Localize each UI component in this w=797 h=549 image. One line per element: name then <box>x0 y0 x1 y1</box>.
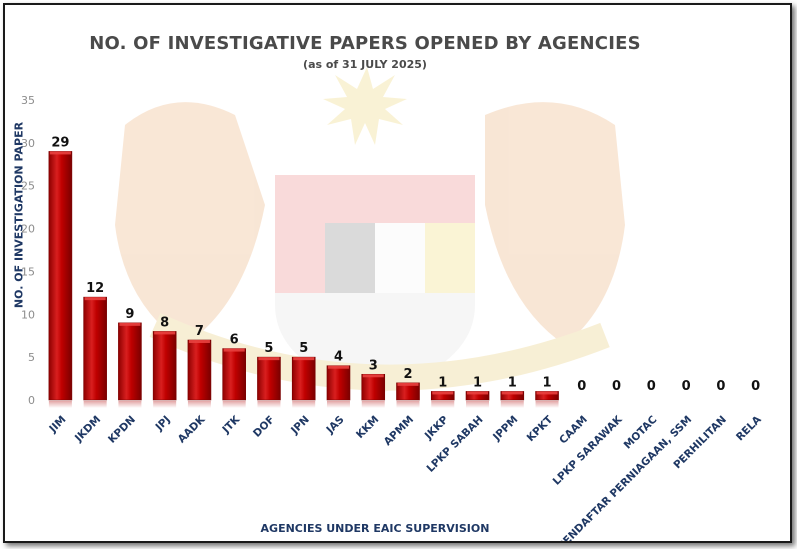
bar-highlight <box>188 340 210 343</box>
bar <box>361 373 386 401</box>
y-tick-label: 5 <box>28 351 35 364</box>
y-tick-label: 30 <box>21 137 35 150</box>
data-label: 8 <box>160 315 169 330</box>
category-label: JIM <box>46 414 68 436</box>
data-label: 0 <box>647 379 656 394</box>
y-axis-title: NO. OF INVESTIGATION PAPER <box>12 121 26 309</box>
bar-highlight <box>258 357 280 361</box>
data-label: 7 <box>195 324 204 339</box>
category-label: DOF <box>251 414 277 440</box>
bar-reflection <box>466 401 490 408</box>
category-label: JKDM <box>72 414 103 445</box>
bar-reflection <box>83 401 107 408</box>
y-tick-label: 0 <box>28 394 35 407</box>
category-label: JPN <box>288 414 312 438</box>
bar <box>152 331 177 401</box>
bar <box>187 339 212 401</box>
data-label: 0 <box>751 379 760 394</box>
chart-title: NO. OF INVESTIGATIVE PAPERS OPENED BY AG… <box>89 33 641 54</box>
data-label: 9 <box>125 307 134 322</box>
data-label: 5 <box>299 341 308 356</box>
bar-reflection <box>500 401 524 408</box>
bar-highlight <box>327 365 349 369</box>
bar-highlight <box>397 382 419 386</box>
bar-reflection <box>153 401 177 408</box>
category-label: JAS <box>324 414 347 437</box>
data-label: 1 <box>438 375 447 390</box>
category-label: JPPM <box>490 414 520 444</box>
category-label: LPKP SARAWAK <box>551 413 626 488</box>
bar <box>222 348 246 401</box>
y-tick-label: 10 <box>21 308 35 321</box>
bar-reflection <box>48 401 72 408</box>
data-label: 0 <box>612 379 621 394</box>
data-label: 0 <box>682 379 691 394</box>
data-label: 2 <box>403 367 412 382</box>
chart-canvas: 29JIM12JKDM9KPDN8JPJ7AADK6JTK5DOF5JPN4JA… <box>21 67 764 541</box>
category-label: KKM <box>354 414 381 441</box>
data-label: 1 <box>543 375 552 390</box>
category-label: KPDN <box>106 414 138 446</box>
y-tick-label: 15 <box>21 265 35 278</box>
category-label: APMM <box>382 414 416 448</box>
category-label: AADK <box>176 413 209 446</box>
y-tick-label: 35 <box>21 94 35 107</box>
y-tick-label: 25 <box>21 180 35 193</box>
bar-highlight <box>536 391 558 395</box>
bar-highlight <box>501 391 523 395</box>
chart-subtitle: (as of 31 JULY 2025) <box>303 58 427 71</box>
y-tick-label: 20 <box>21 223 35 236</box>
bar-reflection <box>257 401 281 408</box>
data-label: 6 <box>230 333 239 348</box>
bar-highlight <box>362 374 384 378</box>
bar-highlight <box>154 331 176 335</box>
category-label: KPKT <box>525 413 556 444</box>
category-label: JPJ <box>153 414 173 434</box>
category-label: JTK <box>220 413 243 436</box>
bar-reflection <box>292 401 316 408</box>
bar <box>257 356 281 401</box>
bar-reflection <box>361 401 385 408</box>
data-label: 0 <box>716 379 725 394</box>
bar-reflection <box>431 401 455 408</box>
data-label: 5 <box>264 341 273 356</box>
bar-reflection <box>222 401 246 408</box>
bar-highlight <box>467 391 489 395</box>
x-axis-title: AGENCIES UNDER EAIC SUPERVISION <box>260 522 490 535</box>
bar-reflection <box>396 401 420 408</box>
bar-highlight <box>223 348 245 352</box>
data-label: 12 <box>86 281 104 296</box>
category-label: JKKP <box>422 413 451 442</box>
category-label: RELA <box>734 413 764 443</box>
chart-frame: 29 JIM 12 JKDM 9 KPDN 8 JPJ 7 AADK 6 JTK 5 DOF 5 JPN 4 JA… <box>3 3 792 543</box>
data-label: 1 <box>473 375 482 390</box>
bar-reflection <box>326 401 350 408</box>
bar-reflection <box>187 401 211 408</box>
bar-highlight <box>293 357 315 361</box>
bar-reflection <box>535 401 559 408</box>
data-label: 3 <box>369 358 378 373</box>
bar-highlight <box>119 322 141 326</box>
bar-highlight <box>49 151 71 155</box>
data-label: 29 <box>51 135 69 150</box>
bar-reflection <box>118 401 142 408</box>
data-label: 1 <box>508 375 517 390</box>
bar-highlight <box>432 391 454 395</box>
bar <box>83 296 107 401</box>
bar <box>48 151 73 401</box>
bar <box>118 322 142 401</box>
category-label: CAAM <box>557 414 590 447</box>
bar-highlight <box>84 297 106 301</box>
data-label: 0 <box>577 379 586 394</box>
bar <box>291 356 316 401</box>
data-label: 4 <box>334 350 343 365</box>
bar <box>326 365 351 401</box>
